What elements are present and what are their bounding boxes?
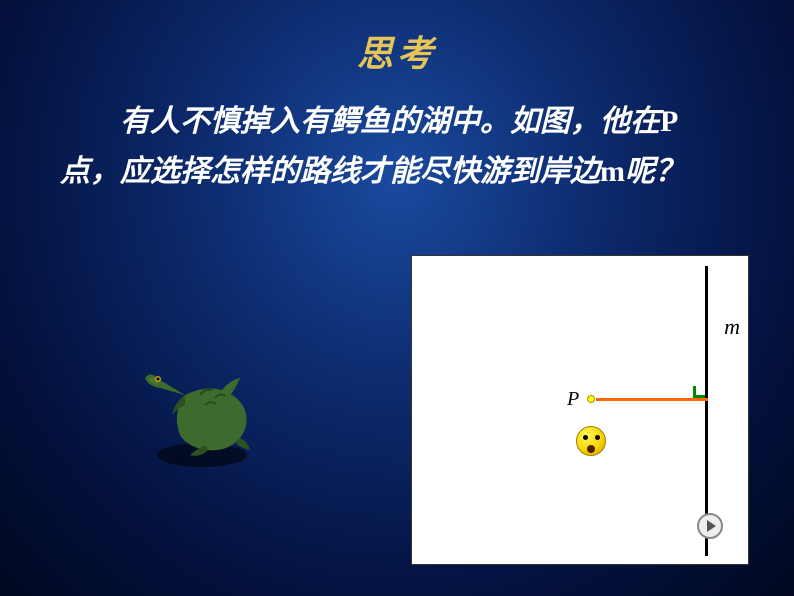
crocodile-image [130, 330, 270, 470]
play-button[interactable] [697, 513, 723, 539]
text-part1: 有人不慎掉入有鳄鱼的湖中。如图，他在 [120, 105, 660, 138]
slide-title: 思考 [0, 0, 794, 77]
geometry-diagram: m P [411, 255, 749, 565]
m-label: m [724, 314, 740, 340]
p-letter-inline: P [660, 105, 678, 138]
face-icon [576, 426, 606, 456]
right-angle-mark [693, 386, 705, 398]
point-p [587, 395, 595, 403]
p-label: P [567, 388, 579, 411]
text-part2: 点，应选择怎样的路线才能尽快游到岸边 [60, 155, 600, 188]
perpendicular-line [596, 398, 708, 401]
m-letter-inline: m [600, 155, 625, 188]
question-text: 有人不慎掉入有鳄鱼的湖中。如图，他在P 点，应选择怎样的路线才能尽快游到岸边m呢？ [0, 77, 794, 196]
text-part3: 呢？ [625, 155, 685, 188]
